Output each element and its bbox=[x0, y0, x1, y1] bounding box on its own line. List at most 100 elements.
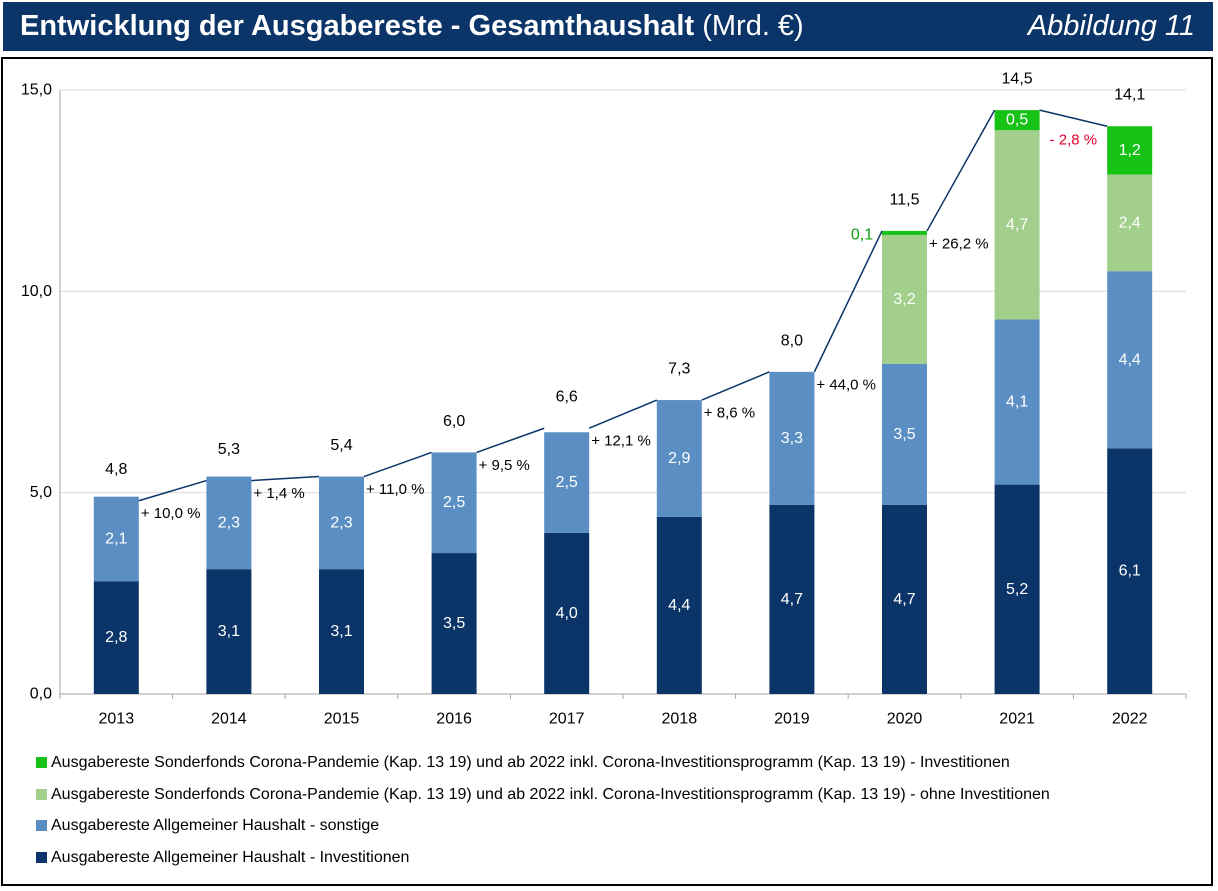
bar-segment-2020-corona_invest bbox=[882, 230, 927, 235]
segment-label: 3,5 bbox=[893, 426, 915, 443]
segment-label: 4,7 bbox=[781, 591, 803, 608]
segment-label: 4,1 bbox=[1006, 394, 1028, 411]
segment-label: 2,5 bbox=[443, 494, 465, 511]
growth-label: + 10,0 % bbox=[141, 505, 201, 522]
bar-segment-2017-invest bbox=[544, 532, 590, 694]
x-tick-label: 2022 bbox=[1112, 711, 1148, 728]
growth-label: + 44,0 % bbox=[816, 376, 876, 393]
segment-label: 3,1 bbox=[218, 623, 240, 640]
legend-swatch bbox=[36, 820, 47, 831]
trend-segment bbox=[701, 371, 770, 401]
bar-segment-2021-sonstige bbox=[994, 319, 1040, 485]
bar-segment-2016-invest bbox=[431, 553, 477, 694]
total-label: 7,3 bbox=[668, 361, 690, 378]
bar-segment-2019-invest bbox=[769, 504, 815, 694]
chart-title-unit: (Mrd. €) bbox=[702, 10, 804, 42]
bar-segment-2022-corona_ohne bbox=[1107, 174, 1153, 272]
trend-segment bbox=[138, 479, 207, 502]
segment-label: 0,5 bbox=[1006, 112, 1028, 129]
total-label: 6,6 bbox=[556, 389, 578, 406]
bar-segment-2018-sonstige bbox=[656, 400, 702, 517]
growth-label: + 1,4 % bbox=[253, 485, 304, 502]
bar-segment-2019-sonstige bbox=[769, 371, 815, 505]
bar-segment-2015-sonstige bbox=[319, 476, 364, 570]
stacked-bar-chart: 0,0 5,0 10,0 15,0 2,8 2,1 3,1 2,3 3,1 2,3 3,5 2,5 4,… bbox=[21, 71, 1187, 728]
x-tick-label: 2017 bbox=[549, 711, 585, 728]
growth-label: + 8,6 % bbox=[704, 405, 755, 422]
segment-label: 4,0 bbox=[556, 605, 578, 622]
title-bar: Entwicklung der Ausgabereste - Gesamthau… bbox=[3, 2, 1213, 51]
trend-segment bbox=[813, 230, 883, 373]
x-tick-label: 2014 bbox=[211, 711, 247, 728]
growth-label: + 26,2 % bbox=[929, 235, 989, 252]
x-tick-label: 2016 bbox=[436, 711, 472, 728]
bar-segment-2013-sonstige bbox=[93, 496, 139, 582]
trend-segment bbox=[476, 427, 545, 454]
segment-label: 2,5 bbox=[556, 474, 578, 491]
legend-swatch bbox=[36, 788, 47, 800]
y-tick-label: 10,0 bbox=[21, 283, 52, 300]
segment-label: 4,4 bbox=[668, 597, 690, 614]
bar-segment-2018-invest bbox=[656, 516, 702, 694]
figure-label: Abbildung 11 bbox=[1027, 10, 1195, 42]
chart-title-text: Entwicklung der Ausgabereste - Gesamthau… bbox=[20, 10, 695, 42]
bar-segment-2022-invest bbox=[1107, 448, 1153, 694]
bar-segment-2020-sonstige bbox=[882, 363, 927, 505]
segment-label: 3,5 bbox=[443, 615, 465, 632]
x-tick-label: 2013 bbox=[99, 711, 135, 728]
x-tick-label: 2019 bbox=[774, 711, 810, 728]
legend-swatch bbox=[36, 851, 47, 863]
segment-label-outside: 0,1 bbox=[851, 226, 873, 243]
bar-segment-2017-sonstige bbox=[544, 432, 590, 533]
bar-segment-2021-corona_invest bbox=[994, 110, 1040, 131]
segment-label: 4,7 bbox=[893, 591, 915, 608]
bar-segment-2020-invest bbox=[882, 504, 927, 694]
growth-label: - 2,8 % bbox=[1050, 132, 1098, 149]
chart-frame: 0,0 5,0 10,0 15,0 2,8 2,1 3,1 2,3 3,1 2,3 3,5 2,5 4,… bbox=[1, 57, 1213, 886]
total-label: 5,4 bbox=[330, 437, 352, 454]
legend-label: Ausgabereste Allgemeiner Haushalt - Inve… bbox=[51, 848, 410, 866]
segment-label: 5,2 bbox=[1006, 581, 1028, 598]
segment-label: 4,4 bbox=[1119, 351, 1141, 368]
legend-label: Ausgabereste Allgemeiner Haushalt - sons… bbox=[51, 817, 380, 834]
growth-label: + 9,5 % bbox=[479, 457, 530, 474]
legend-label: Ausgabereste Sonderfonds Corona-Pandemie… bbox=[51, 754, 1010, 771]
segment-label: 3,1 bbox=[330, 623, 352, 640]
y-tick-label: 5,0 bbox=[30, 484, 52, 501]
trend-segment bbox=[588, 399, 658, 429]
x-tick-label: 2018 bbox=[662, 711, 698, 728]
bar-segment-2013-invest bbox=[93, 581, 139, 694]
trend-segment bbox=[251, 475, 320, 482]
trend-segment bbox=[363, 451, 432, 478]
bar-segment-2014-sonstige bbox=[206, 476, 252, 570]
segment-label: 2,4 bbox=[1119, 214, 1141, 231]
bar-segment-2014-invest bbox=[206, 569, 252, 694]
segment-label: 2,9 bbox=[668, 450, 690, 467]
total-label: 6,0 bbox=[443, 413, 465, 430]
bar-segment-2022-sonstige bbox=[1107, 271, 1153, 449]
growth-label: + 12,1 % bbox=[591, 433, 651, 450]
total-label: 8,0 bbox=[781, 332, 803, 349]
legend-label: Ausgabereste Sonderfonds Corona-Pandemie… bbox=[51, 785, 1050, 803]
bar-segment-2022-corona_invest bbox=[1107, 126, 1153, 175]
segment-label: 6,1 bbox=[1119, 563, 1141, 580]
y-tick-label: 15,0 bbox=[21, 82, 52, 99]
segment-label: 3,3 bbox=[781, 430, 803, 447]
bar-segment-2015-invest bbox=[319, 569, 364, 694]
total-label: 14,1 bbox=[1114, 87, 1145, 104]
x-tick-label: 2021 bbox=[999, 711, 1035, 728]
x-tick-label: 2020 bbox=[887, 711, 923, 728]
segment-label: 3,2 bbox=[893, 291, 915, 308]
total-label: 11,5 bbox=[890, 191, 920, 208]
trend-segment bbox=[1039, 109, 1108, 127]
segment-label: 2,8 bbox=[105, 629, 127, 646]
chart-title: Entwicklung der Ausgabereste - Gesamthau… bbox=[20, 10, 804, 43]
trend-segment bbox=[926, 109, 996, 232]
bar-segment-2020-corona_ohne bbox=[882, 234, 927, 364]
segment-label: 1,2 bbox=[1119, 142, 1141, 159]
x-tick-label: 2015 bbox=[324, 711, 360, 728]
total-label: 14,5 bbox=[1002, 71, 1033, 88]
growth-label: + 11,0 % bbox=[366, 481, 425, 498]
total-label: 5,3 bbox=[218, 441, 240, 458]
segment-label: 2,3 bbox=[218, 514, 240, 531]
